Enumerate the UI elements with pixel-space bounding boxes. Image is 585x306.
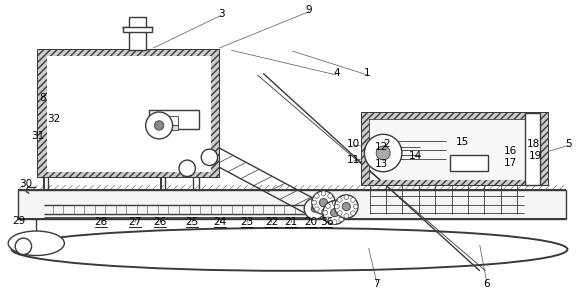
Bar [211, 50, 219, 177]
Text: 1: 1 [364, 69, 371, 78]
Text: 27: 27 [128, 217, 141, 227]
Circle shape [15, 238, 32, 255]
Circle shape [344, 214, 349, 218]
Circle shape [323, 201, 346, 224]
Text: 5: 5 [565, 139, 572, 149]
Circle shape [364, 134, 402, 172]
Bar [45, 54, 212, 174]
Circle shape [376, 146, 390, 160]
Text: 6: 6 [483, 279, 490, 289]
Text: 10: 10 [347, 139, 360, 149]
Text: 29: 29 [12, 216, 25, 226]
Bar [129, 17, 146, 50]
Text: 12: 12 [375, 143, 388, 152]
Bar [450, 155, 488, 171]
Circle shape [154, 121, 164, 130]
Text: 26: 26 [154, 217, 167, 227]
Circle shape [342, 203, 350, 211]
Text: 15: 15 [456, 137, 469, 147]
Text: 4: 4 [333, 69, 340, 78]
Circle shape [201, 149, 218, 166]
Text: 36: 36 [320, 217, 333, 227]
Text: 20: 20 [305, 217, 318, 227]
Text: 22: 22 [265, 217, 278, 227]
Text: 24: 24 [214, 217, 226, 227]
Text: 14: 14 [409, 151, 422, 161]
Text: 28: 28 [94, 217, 107, 227]
Text: 23: 23 [240, 217, 253, 227]
Bar [18, 190, 566, 219]
Text: 21: 21 [285, 217, 298, 227]
Circle shape [311, 205, 318, 212]
Text: 19: 19 [529, 151, 542, 161]
Bar [525, 113, 540, 185]
Ellipse shape [12, 228, 567, 271]
Circle shape [146, 112, 173, 139]
Circle shape [335, 204, 339, 209]
Circle shape [321, 191, 326, 196]
Bar [154, 116, 178, 125]
Ellipse shape [8, 231, 64, 256]
Bar [362, 113, 548, 119]
Circle shape [350, 198, 355, 202]
Circle shape [315, 207, 319, 211]
Circle shape [344, 195, 349, 200]
Text: 30: 30 [19, 179, 32, 188]
Text: 31: 31 [31, 131, 44, 141]
Text: 8: 8 [39, 93, 46, 103]
Circle shape [342, 210, 346, 215]
Text: 7: 7 [373, 279, 380, 289]
Text: 2: 2 [383, 139, 390, 149]
Circle shape [335, 195, 358, 218]
Circle shape [332, 201, 337, 206]
Text: 17: 17 [504, 158, 517, 168]
Text: 32: 32 [47, 114, 60, 124]
Circle shape [331, 200, 335, 205]
Bar [362, 180, 548, 185]
Bar [362, 113, 548, 185]
Circle shape [331, 209, 339, 217]
Circle shape [315, 194, 319, 198]
Circle shape [179, 160, 195, 177]
Bar [154, 125, 178, 130]
Text: 13: 13 [375, 159, 388, 169]
Text: 3: 3 [218, 9, 225, 19]
Circle shape [304, 198, 325, 219]
Bar [38, 50, 219, 177]
Circle shape [332, 220, 337, 224]
Circle shape [338, 198, 342, 202]
Circle shape [319, 199, 328, 207]
Bar [149, 110, 199, 129]
Circle shape [339, 217, 343, 222]
Circle shape [321, 210, 326, 214]
Text: 11: 11 [347, 155, 360, 165]
Circle shape [353, 204, 358, 209]
Bar [541, 113, 548, 185]
Circle shape [350, 211, 355, 215]
Circle shape [326, 217, 331, 222]
Text: 16: 16 [504, 147, 517, 156]
Bar [38, 172, 219, 177]
Circle shape [338, 211, 342, 215]
Text: 25: 25 [185, 217, 198, 227]
Bar [38, 50, 47, 177]
Circle shape [323, 210, 328, 215]
Circle shape [328, 194, 332, 198]
Text: 18: 18 [527, 139, 540, 149]
Text: 9: 9 [305, 5, 312, 15]
Circle shape [312, 191, 335, 214]
Circle shape [328, 207, 332, 211]
Circle shape [339, 204, 343, 208]
Circle shape [312, 200, 316, 205]
Bar [123, 27, 152, 32]
Bar [38, 50, 219, 56]
Circle shape [326, 204, 331, 208]
Bar [362, 113, 369, 185]
